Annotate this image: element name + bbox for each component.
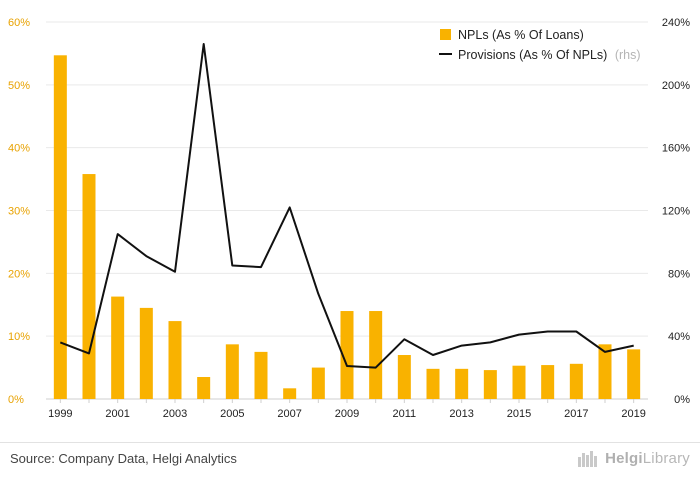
npl-bar-2007	[283, 388, 297, 399]
y-left-tick-label: 50%	[8, 80, 30, 92]
npl-bars	[53, 55, 641, 399]
npl-bar-2016	[541, 365, 555, 399]
x-tick-label: 2011	[393, 408, 417, 420]
y-left-tick-label: 20%	[8, 268, 30, 280]
legend-bar-label: NPLs (As % Of Loans)	[458, 28, 584, 42]
legend: NPLs (As % Of Loans) Provisions (As % Of…	[439, 28, 641, 62]
npl-bar-2013	[455, 368, 469, 399]
npl-bar-2005	[225, 344, 239, 399]
provisions-line	[59, 43, 634, 369]
npl-bar-2019	[627, 349, 641, 399]
y-axis-left: 0% 10% 20% 30% 40% 50% 60%	[8, 17, 30, 406]
npl-bar-2003	[168, 321, 182, 399]
y-right-tick-label: 0%	[674, 394, 690, 406]
npl-bar-2012	[426, 368, 440, 399]
x-tick-label: 2019	[621, 408, 645, 420]
x-tick-label: 2009	[335, 408, 359, 420]
legend-bar-swatch	[440, 29, 451, 40]
x-tick-label: 2001	[105, 408, 129, 420]
x-axis: 1999 2001 2003 2005 2007 2009 2011 2013 2015 2017…	[48, 399, 646, 420]
x-tick-label: 2007	[277, 408, 301, 420]
npl-bar-2010	[369, 311, 383, 399]
y-left-tick-label: 30%	[8, 206, 30, 218]
y-axis-right: 0% 40% 80% 120% 160% 200% 240%	[662, 17, 690, 406]
x-tick-label: 2003	[163, 408, 187, 420]
y-left-tick-label: 40%	[8, 143, 30, 155]
y-right-tick-label: 200%	[662, 80, 690, 92]
legend-line-text: Provisions (As % Of NPLs)	[458, 48, 607, 62]
npl-bar-2018	[598, 344, 612, 399]
x-tick-label: 2015	[507, 408, 531, 420]
y-right-tick-label: 160%	[662, 143, 690, 155]
legend-line-swatch	[439, 53, 452, 55]
y-right-tick-label: 240%	[662, 17, 690, 29]
brand-prefix: Helgi	[605, 450, 643, 467]
npl-bar-2006	[254, 351, 268, 399]
y-right-tick-label: 120%	[662, 206, 690, 218]
legend-line-label: Provisions (As % Of NPLs) (rhs)	[458, 48, 641, 62]
x-tick-label: 1999	[48, 408, 72, 420]
y-left-tick-label: 10%	[8, 331, 30, 343]
source-note: Source: Company Data, Helgi Analytics	[10, 451, 237, 466]
npl-bar-2002	[139, 307, 153, 399]
npl-bar-2015	[512, 365, 526, 399]
legend-line-suffix: (rhs)	[615, 48, 641, 62]
brand-suffix: Library	[642, 450, 690, 467]
npl-bar-2008	[311, 367, 325, 399]
npl-bar-2014	[483, 370, 497, 399]
chart: 0% 10% 20% 30% 40% 50% 60% 0% 40% 80% 120% 160% 200…	[8, 17, 690, 420]
x-tick-label: 2017	[564, 408, 588, 420]
npl-bar-2000	[82, 174, 96, 399]
npl-bar-2001	[111, 296, 125, 399]
npl-bar-2009	[340, 311, 354, 399]
x-tick-label: 2013	[449, 408, 473, 420]
footer-divider	[0, 442, 700, 443]
npl-bar-2004	[197, 377, 211, 399]
npl-bar-1999	[53, 55, 67, 399]
library-icon	[578, 451, 598, 467]
y-right-tick-label: 80%	[668, 268, 690, 280]
y-right-tick-label: 40%	[668, 331, 690, 343]
brand-logo: Helgi Library	[577, 450, 690, 467]
y-left-tick-label: 0%	[8, 394, 24, 406]
npl-bar-2017	[569, 363, 583, 399]
npl-bar-2011	[397, 355, 411, 399]
x-tick-label: 2005	[220, 408, 244, 420]
y-left-tick-label: 60%	[8, 17, 30, 29]
